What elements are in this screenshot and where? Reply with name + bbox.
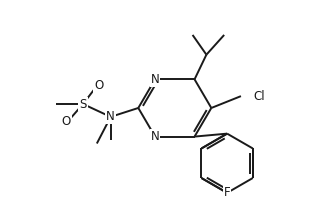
Text: O: O [62, 115, 71, 128]
Text: N: N [151, 73, 159, 86]
Text: F: F [224, 186, 231, 199]
Text: S: S [79, 98, 87, 110]
Text: O: O [94, 79, 103, 92]
Text: N: N [106, 110, 115, 123]
Text: Cl: Cl [254, 90, 265, 103]
Text: N: N [151, 130, 159, 143]
